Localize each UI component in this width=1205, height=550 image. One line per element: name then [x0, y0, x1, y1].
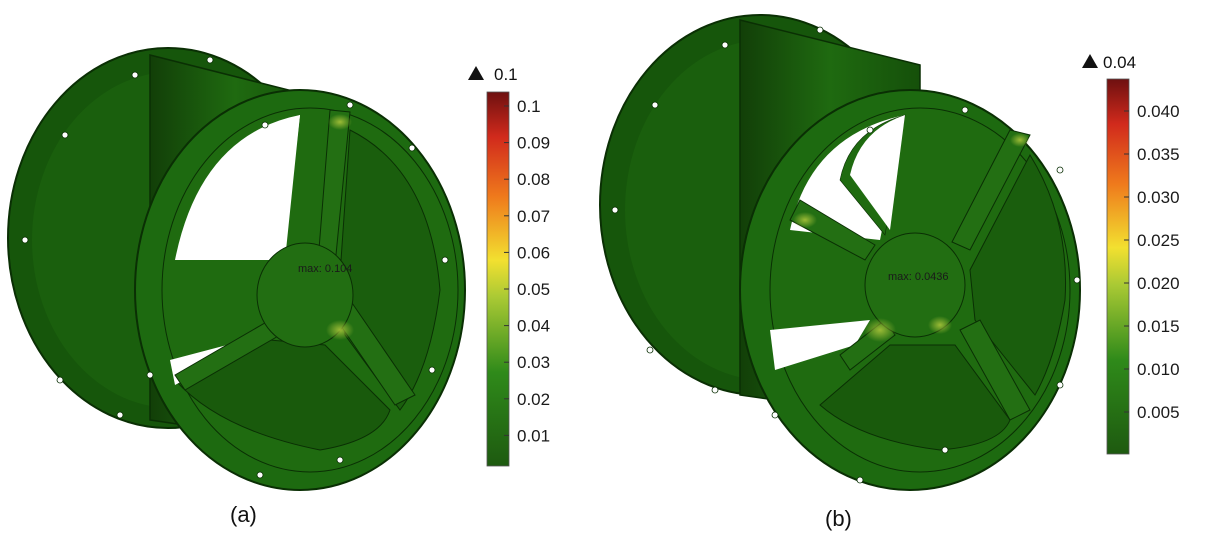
hub [864, 232, 966, 338]
max-label-a: max: 0.104 [298, 263, 352, 275]
fan-model-b: max: 0.0436 [599, 14, 1081, 491]
colorbar-tick-label: 0.040 [1137, 102, 1180, 121]
opening-right [969, 153, 1067, 396]
colorbar-tick-label: 0.025 [1137, 231, 1180, 250]
colorbar-gradient-a [486, 91, 510, 467]
colorbar-b: 0.04 0.040 0.035 0.030 0.025 0.020 0.015 0.010… [1082, 53, 1180, 455]
colorbar-a: 0.1 0.1 0.09 0.08 0.07 0.06 0.05 0.04 0.03 0.02 0… [468, 65, 550, 467]
bolt-holes [21, 56, 449, 479]
colorbar-tick-label: 0.03 [517, 353, 550, 372]
colorbar-tick-label: 0.02 [517, 390, 550, 409]
colorbar-max-marker-a: 0.1 [494, 65, 518, 84]
colorbar-tick-label: 0.015 [1137, 317, 1180, 336]
colorbar-tick-label: 0.01 [517, 426, 550, 445]
colorbar-tick-label: 0.06 [517, 243, 550, 262]
colorbar-tick-label: 0.005 [1137, 403, 1180, 422]
max-label-b: max: 0.0436 [888, 271, 949, 283]
colorbar-tick-label: 0.010 [1137, 360, 1180, 379]
colorbar-tick-label: 0.020 [1137, 274, 1180, 293]
colorbar-tick-label: 0.035 [1137, 145, 1180, 164]
caption-a: (a) [230, 502, 257, 527]
colorbar-tick-label: 0.04 [517, 317, 550, 336]
opening-lower [174, 339, 391, 451]
hub [256, 242, 354, 348]
colorbar-tick-label: 0.05 [517, 280, 550, 299]
colorbar-max-marker-b: 0.04 [1103, 53, 1136, 72]
strut-right [959, 319, 1031, 421]
colorbar-tick-label: 0.09 [517, 134, 550, 153]
colorbar-tick-label: 0.08 [517, 170, 550, 189]
bolt-holes [611, 26, 1081, 484]
up-triangle-icon [468, 66, 484, 80]
colorbar-tick-label: 0.1 [517, 97, 541, 116]
colorbar-gradient-b [1106, 78, 1130, 455]
strut-top [951, 129, 1031, 251]
colorbar-tick-label: 0.07 [517, 207, 550, 226]
up-triangle-icon [1082, 54, 1098, 68]
caption-b: (b) [825, 506, 852, 531]
fan-model-a: max: 0.104 [7, 47, 466, 491]
colorbar-tick-label: 0.030 [1137, 188, 1180, 207]
opening-lower [819, 344, 1011, 451]
